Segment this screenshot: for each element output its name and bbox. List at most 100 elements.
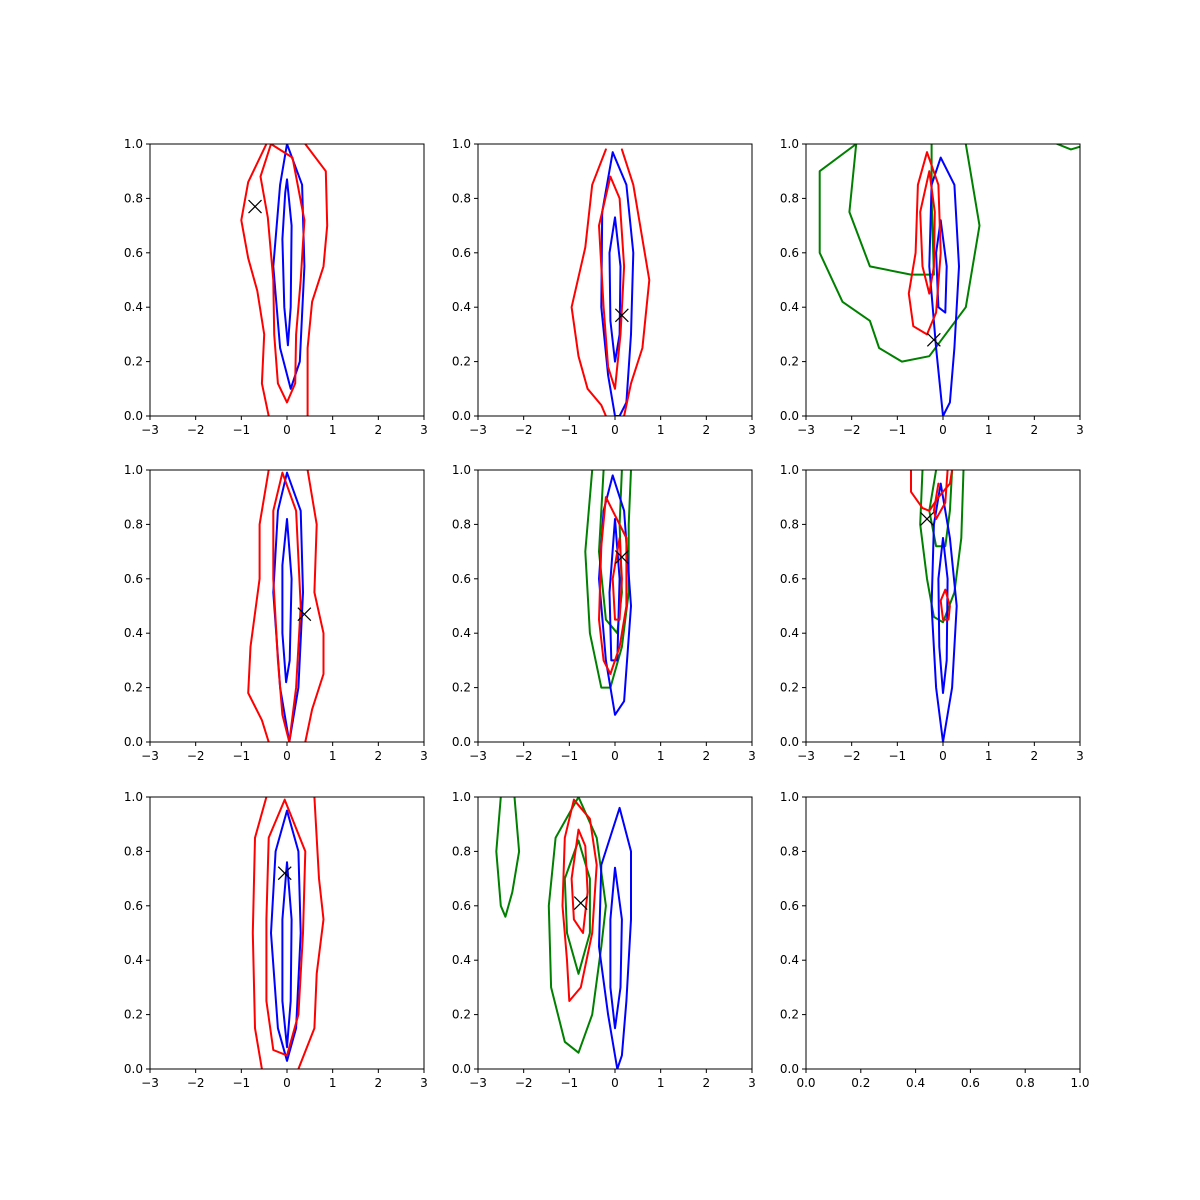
blue-contour-line bbox=[272, 471, 304, 742]
x-tick-label: −1 bbox=[232, 749, 250, 763]
y-tick-label: 1.0 bbox=[452, 137, 471, 151]
x-tick-label: 1.0 bbox=[1070, 1076, 1089, 1090]
red-contour-line bbox=[297, 797, 325, 1069]
y-tick-label: 0.0 bbox=[124, 735, 143, 749]
subplot-9: 0.0 0.2 0.4 0.6 0.8 1.0 0.0 0.2 0.4 0.6 0.8 1.0 bbox=[780, 790, 1090, 1090]
x-tick-label: −3 bbox=[141, 749, 159, 763]
x-tick-label: 1 bbox=[657, 1076, 665, 1090]
y-tick-label: 0.6 bbox=[124, 246, 143, 260]
subplot-3: −3 −2 −1 0 1 2 3 0.0 0.2 0.4 0.6 0.8 1.0 bbox=[780, 137, 1084, 437]
y-tick-label: 0.2 bbox=[780, 681, 799, 695]
red-contour-line bbox=[251, 797, 268, 1069]
blue-contour-line bbox=[928, 156, 960, 416]
green-contour-line bbox=[928, 470, 954, 548]
x-tick-label: −1 bbox=[560, 1076, 578, 1090]
axes-frame bbox=[805, 796, 1081, 1070]
y-tick-label: 1.0 bbox=[124, 463, 143, 477]
green-contour-line bbox=[1056, 144, 1080, 151]
x-tick-label: −3 bbox=[469, 1076, 487, 1090]
x-tick-label: 1 bbox=[985, 749, 993, 763]
x-marker bbox=[614, 308, 629, 323]
x-tick-label: 0 bbox=[939, 423, 947, 437]
x-tick-label: −2 bbox=[187, 423, 205, 437]
blue-contour-line bbox=[935, 219, 948, 314]
x-marker bbox=[297, 607, 312, 622]
y-tick-label: 0.4 bbox=[780, 300, 799, 314]
plot-area bbox=[584, 470, 632, 716]
green-contour-line bbox=[495, 797, 521, 918]
x-tick-label: −3 bbox=[797, 749, 815, 763]
red-contour-line bbox=[939, 588, 951, 621]
axes-frame bbox=[149, 796, 425, 1070]
y-tick-label: 0.8 bbox=[452, 191, 471, 205]
red-contour-line bbox=[247, 470, 270, 742]
red-contour-line bbox=[561, 798, 598, 1002]
x-tick-label: 1 bbox=[329, 1076, 337, 1090]
y-tick-label: 0.2 bbox=[452, 355, 471, 369]
x-tick-label: 3 bbox=[1076, 423, 1084, 437]
y-tick-label: 0.6 bbox=[780, 899, 799, 913]
x-tick-label: 3 bbox=[748, 749, 756, 763]
axes-frame bbox=[805, 143, 1081, 417]
plot-area bbox=[818, 144, 1080, 416]
y-tick-label: 0.2 bbox=[124, 355, 143, 369]
x-tick-label: 0.6 bbox=[961, 1076, 980, 1090]
x-tick-label: −1 bbox=[560, 423, 578, 437]
subplot-2: −3 −2 −1 0 1 2 3 0.0 0.2 0.4 0.6 0.8 1.0 bbox=[452, 137, 756, 437]
y-tick-label: 0.6 bbox=[780, 246, 799, 260]
y-tick-label: 0.4 bbox=[452, 300, 471, 314]
red-contour-line bbox=[570, 828, 589, 934]
y-tick-label: 0.2 bbox=[452, 1008, 471, 1022]
y-tick-label: 0.8 bbox=[452, 517, 471, 531]
y-tick-label: 0.0 bbox=[780, 1062, 799, 1076]
y-tick-label: 1.0 bbox=[780, 790, 799, 804]
blue-contour-line bbox=[937, 537, 949, 694]
subplot-1: −3 −2 −1 0 1 2 3 0.0 0.2 0.4 0.6 0.8 1.0 bbox=[124, 137, 428, 437]
x-tick-label: 2 bbox=[1031, 749, 1039, 763]
red-contour-line bbox=[259, 144, 306, 404]
x-tick-label: −1 bbox=[888, 749, 906, 763]
y-tick-label: 1.0 bbox=[452, 463, 471, 477]
blue-contour-line bbox=[608, 518, 621, 662]
x-tick-label: 0 bbox=[283, 749, 291, 763]
x-tick-label: −2 bbox=[515, 1076, 533, 1090]
y-tick-label: 0.6 bbox=[452, 572, 471, 586]
x-tick-label: 0 bbox=[611, 749, 619, 763]
red-contour-line bbox=[598, 496, 628, 675]
x-tick-label: −2 bbox=[187, 749, 205, 763]
blue-contour-line bbox=[598, 806, 632, 1069]
y-tick-label: 0.0 bbox=[124, 1062, 143, 1076]
y-tick-label: 0.2 bbox=[780, 355, 799, 369]
plot-area bbox=[570, 148, 651, 416]
y-tick-label: 0.2 bbox=[124, 1008, 143, 1022]
x-tick-label: −2 bbox=[515, 423, 533, 437]
y-tick-label: 1.0 bbox=[780, 137, 799, 151]
plot-area bbox=[495, 797, 632, 1069]
axes-frame bbox=[149, 469, 425, 743]
red-contour-line bbox=[932, 470, 949, 520]
x-marker bbox=[248, 199, 262, 214]
green-contour-line bbox=[547, 797, 607, 1054]
x-tick-label: −1 bbox=[232, 1076, 250, 1090]
x-tick-label: 2 bbox=[1031, 423, 1039, 437]
x-tick-label: 3 bbox=[420, 1076, 428, 1090]
x-marker bbox=[614, 550, 629, 564]
blue-contour-line bbox=[281, 518, 293, 684]
plot-area bbox=[910, 470, 965, 742]
x-marker bbox=[926, 332, 941, 347]
blue-contour-line bbox=[930, 482, 958, 742]
red-contour-line bbox=[919, 170, 936, 295]
y-tick-label: 0.8 bbox=[780, 517, 799, 531]
red-contour-line bbox=[272, 471, 302, 742]
blue-contour-line bbox=[281, 861, 293, 1049]
red-contour-line bbox=[265, 798, 307, 1057]
blue-contour-line bbox=[608, 216, 622, 363]
plot-area bbox=[247, 470, 325, 742]
y-tick-label: 0.0 bbox=[780, 735, 799, 749]
x-tick-label: 2 bbox=[703, 749, 711, 763]
y-tick-label: 0.4 bbox=[780, 626, 799, 640]
red-contour-line bbox=[907, 151, 942, 336]
red-contour-line bbox=[304, 144, 329, 416]
blue-contour-line bbox=[270, 809, 302, 1062]
